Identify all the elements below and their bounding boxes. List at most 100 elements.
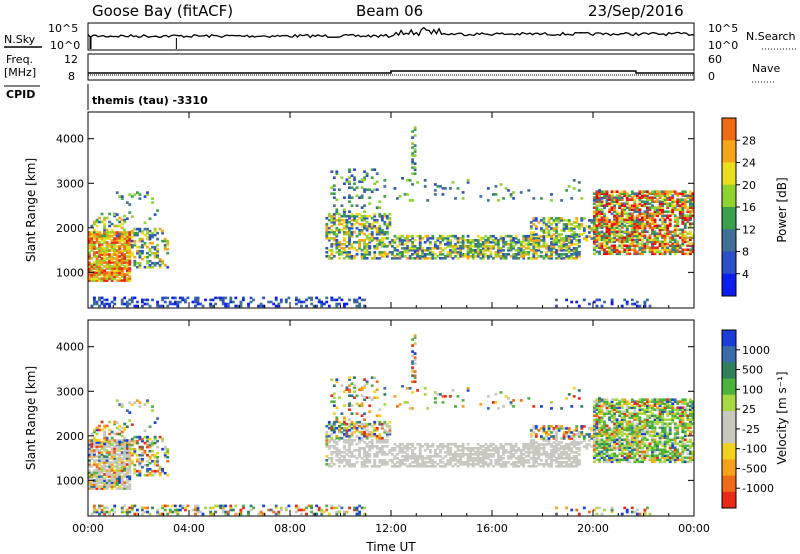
power-cell [401,251,404,254]
velocity-cell [312,512,316,516]
velocity-cell [375,396,379,399]
velocity-cell [123,504,127,508]
power-cell [691,200,695,203]
velocity-cell [368,445,372,448]
power-cell [385,222,389,226]
power-cell [565,298,569,302]
power-cell [95,267,99,270]
velocity-cell [572,433,576,436]
velocity-cell [547,463,551,466]
power-cell [610,220,614,224]
velocity-cell [360,402,364,405]
power-cell [658,226,662,230]
velocity-cell [370,445,374,448]
power-cell [653,206,657,209]
power-cell [595,238,599,242]
velocity-cell [534,445,538,448]
velocity-cell [509,451,513,454]
velocity-cell [519,453,523,456]
power-cell [98,233,101,236]
velocity-cell [375,447,379,450]
power-cell [141,298,144,302]
power-cell [678,200,682,203]
velocity-cell [110,457,114,460]
power-cell [610,192,614,195]
power-cell [93,245,96,248]
power-cell [540,255,543,258]
power-cell [615,214,619,218]
power-cell [393,255,397,258]
power-cell [274,304,278,308]
velocity-cell [353,438,356,442]
velocity-cell [588,435,591,438]
power-cell [630,212,634,216]
velocity-cell [363,434,367,438]
velocity-cell [123,441,127,444]
velocity-cell [620,427,624,430]
power-cell [90,243,94,246]
velocity-cell [540,427,543,430]
velocity-cell [110,453,114,456]
velocity-cell [380,438,384,442]
power-cell [630,206,634,209]
power-cell [148,241,152,245]
power-cell [572,247,576,250]
power-cell [683,216,687,220]
power-cell [373,168,377,171]
velocity-cell [110,485,114,488]
power-cell [673,192,677,195]
power-cell [512,257,516,260]
power-cell [689,250,692,254]
power-cell [605,190,609,193]
power-cell [630,230,634,234]
power-cell [678,208,682,211]
power-cell [330,245,334,248]
velocity-cell [509,449,513,452]
power-cell [439,185,442,188]
power-cell [600,234,604,238]
power-cell [136,300,139,304]
power-cell [156,251,160,255]
velocity-cell [378,449,382,452]
power-cell [595,298,599,302]
velocity-cell [350,438,354,442]
power-cell [534,237,538,240]
power-cell [93,263,96,266]
power-cell [118,247,122,250]
power-cell [118,271,122,274]
velocity-cell [512,465,516,468]
velocity-cell [158,512,162,516]
power-cell [618,232,622,236]
power-cell [661,198,665,201]
power-cell [363,253,367,256]
velocity-cell [466,447,470,450]
power-cell [93,247,96,250]
velocity-cell [166,447,170,451]
power-cell [653,238,657,242]
velocity-cell [118,443,122,446]
velocity-cell [575,443,579,446]
velocity-cell [151,409,154,412]
power-cell [499,239,503,242]
power-cell [666,232,670,236]
velocity-cell [413,447,417,450]
power-cell [464,245,468,248]
power-cell [125,243,129,246]
power-cell [499,234,503,238]
velocity-cell [201,512,205,516]
power-cell [668,232,672,236]
velocity-cell [110,447,114,450]
power-cell [545,245,548,248]
power-cell [90,247,94,250]
power-cell [635,244,639,248]
power-cell [103,224,107,228]
power-cell [153,251,157,255]
velocity-cell [274,506,278,510]
power-cell [93,275,96,278]
power-cell [454,255,457,258]
velocity-cell [509,457,513,460]
velocity-cell [138,473,142,477]
power-cell [658,200,662,203]
power-cell [502,255,505,258]
power-cell [668,190,672,193]
